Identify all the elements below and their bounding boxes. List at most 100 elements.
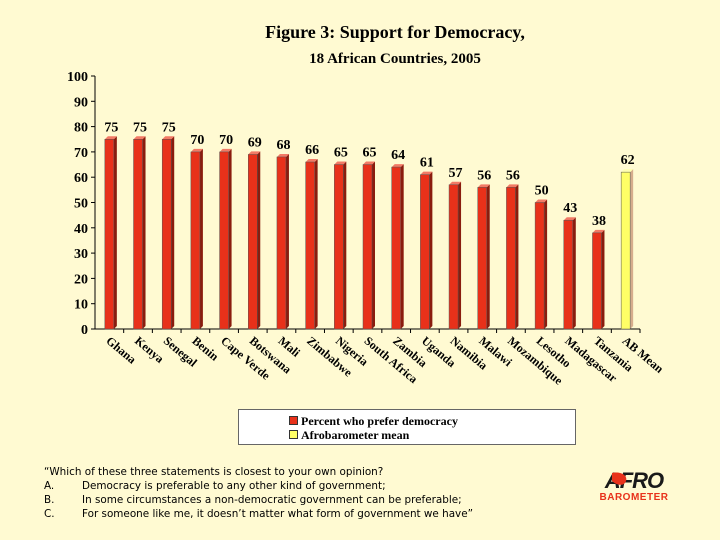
legend-item-mean: Afrobarometer mean bbox=[289, 428, 410, 442]
option-letter: C. bbox=[44, 508, 55, 520]
legend-label-mean: Afrobarometer mean bbox=[301, 428, 410, 442]
question-option-b: B. In some circumstances a non-democratic… bbox=[44, 493, 564, 507]
bar-top bbox=[391, 164, 404, 168]
bar-top bbox=[420, 171, 433, 175]
bar-value-label: 50 bbox=[535, 184, 549, 199]
x-tick-label: Ghana bbox=[103, 334, 139, 367]
bar-value-label: 56 bbox=[506, 168, 520, 183]
bar-value-label: 64 bbox=[391, 148, 405, 163]
bar-top bbox=[305, 159, 318, 163]
chart-legend: Percent who prefer democracy Afrobaromet… bbox=[238, 409, 576, 445]
survey-question: “Which of these three statements is clos… bbox=[44, 465, 564, 521]
option-letter: B. bbox=[44, 494, 55, 506]
y-tick-label: 40 bbox=[74, 222, 88, 237]
bar-mean bbox=[620, 171, 631, 330]
option-text: In some circumstances a non-democratic g… bbox=[82, 494, 462, 506]
x-tick-label: Kenya bbox=[132, 334, 167, 366]
bar-side bbox=[400, 164, 404, 329]
bar-top bbox=[477, 184, 490, 188]
legend-swatch-red bbox=[289, 416, 298, 425]
bar-top bbox=[162, 136, 175, 140]
bar-side bbox=[515, 184, 519, 329]
bar-value-label: 65 bbox=[363, 146, 377, 161]
bar-value-label: 61 bbox=[420, 156, 434, 171]
bar-side bbox=[544, 199, 548, 329]
bar-top bbox=[219, 148, 232, 152]
bar-top bbox=[563, 217, 576, 221]
bar-value-label: 69 bbox=[248, 135, 262, 150]
bar-side bbox=[429, 171, 433, 329]
bar-top bbox=[133, 136, 146, 140]
bar bbox=[477, 187, 487, 330]
y-tick-label: 70 bbox=[74, 146, 88, 161]
bar-side bbox=[572, 217, 576, 329]
bar-value-label: 75 bbox=[104, 120, 118, 135]
bar-side bbox=[228, 148, 232, 329]
bar-top bbox=[592, 229, 605, 233]
bar bbox=[161, 139, 172, 330]
bar bbox=[420, 174, 430, 330]
bar-side bbox=[458, 181, 462, 329]
bar-side bbox=[285, 153, 289, 329]
bar-top bbox=[104, 136, 117, 140]
bar-top bbox=[190, 148, 203, 152]
bar-side bbox=[486, 184, 490, 329]
bar-value-label: 65 bbox=[334, 146, 348, 161]
bar-top bbox=[449, 181, 462, 185]
question-option-a: A. Democracy is preferable to any other k… bbox=[44, 479, 564, 493]
y-tick-label: 50 bbox=[74, 197, 88, 212]
bar-side bbox=[630, 169, 634, 329]
bar-top bbox=[621, 169, 634, 173]
y-tick-label: 10 bbox=[74, 298, 88, 313]
bar bbox=[448, 184, 459, 330]
bar-side bbox=[601, 229, 605, 329]
bar-value-label: 57 bbox=[449, 166, 463, 181]
bar bbox=[133, 139, 143, 330]
bar-value-label: 56 bbox=[477, 168, 491, 183]
bar bbox=[506, 187, 516, 330]
bar-top bbox=[248, 151, 261, 155]
bar bbox=[391, 166, 401, 330]
bar bbox=[334, 164, 344, 330]
question-prompt: “Which of these three statements is clos… bbox=[44, 466, 384, 478]
legend-label-democracy: Percent who prefer democracy bbox=[301, 414, 458, 428]
y-tick-label: 90 bbox=[74, 95, 88, 110]
chart-subtitle: 18 African Countries, 2005 bbox=[309, 51, 481, 67]
bar-value-label: 38 bbox=[592, 214, 606, 229]
bar bbox=[276, 156, 287, 330]
bar bbox=[219, 151, 229, 330]
bar bbox=[248, 154, 258, 330]
bar-value-label: 75 bbox=[162, 120, 176, 135]
bar-value-label: 70 bbox=[219, 133, 233, 148]
option-text: For someone like me, it doesn’t matter w… bbox=[82, 508, 473, 520]
bar-side bbox=[343, 161, 347, 329]
bar bbox=[563, 219, 574, 330]
afrobarometer-logo: AFRO BAROMETER bbox=[600, 469, 669, 503]
bar bbox=[534, 202, 545, 330]
option-text: Democracy is preferable to any other kin… bbox=[82, 480, 386, 492]
y-tick-label: 0 bbox=[81, 323, 88, 338]
bar bbox=[362, 164, 373, 330]
y-tick-label: 20 bbox=[74, 272, 88, 287]
option-letter: A. bbox=[44, 480, 55, 492]
bar-top bbox=[334, 161, 347, 165]
y-tick-label: 100 bbox=[67, 70, 88, 85]
y-tick-label: 80 bbox=[74, 121, 88, 136]
bar-side bbox=[142, 136, 146, 329]
y-tick-label: 30 bbox=[74, 247, 88, 262]
bar bbox=[305, 161, 315, 330]
chart-title: Figure 3: Support for Democracy, bbox=[265, 22, 525, 42]
bar-value-label: 70 bbox=[190, 133, 204, 148]
legend-item-democracy: Percent who prefer democracy bbox=[289, 414, 458, 428]
svg-text:BAROMETER: BAROMETER bbox=[600, 492, 669, 503]
bar-side bbox=[314, 159, 318, 329]
bar-side bbox=[199, 148, 203, 329]
y-tick-label: 60 bbox=[74, 171, 88, 186]
bar bbox=[592, 232, 602, 330]
bar-top bbox=[535, 199, 548, 203]
bar-value-label: 66 bbox=[305, 143, 319, 158]
bar-side bbox=[171, 136, 175, 329]
bar bbox=[104, 139, 115, 330]
bar-value-label: 62 bbox=[621, 153, 635, 168]
bar-value-label: 68 bbox=[276, 138, 290, 153]
